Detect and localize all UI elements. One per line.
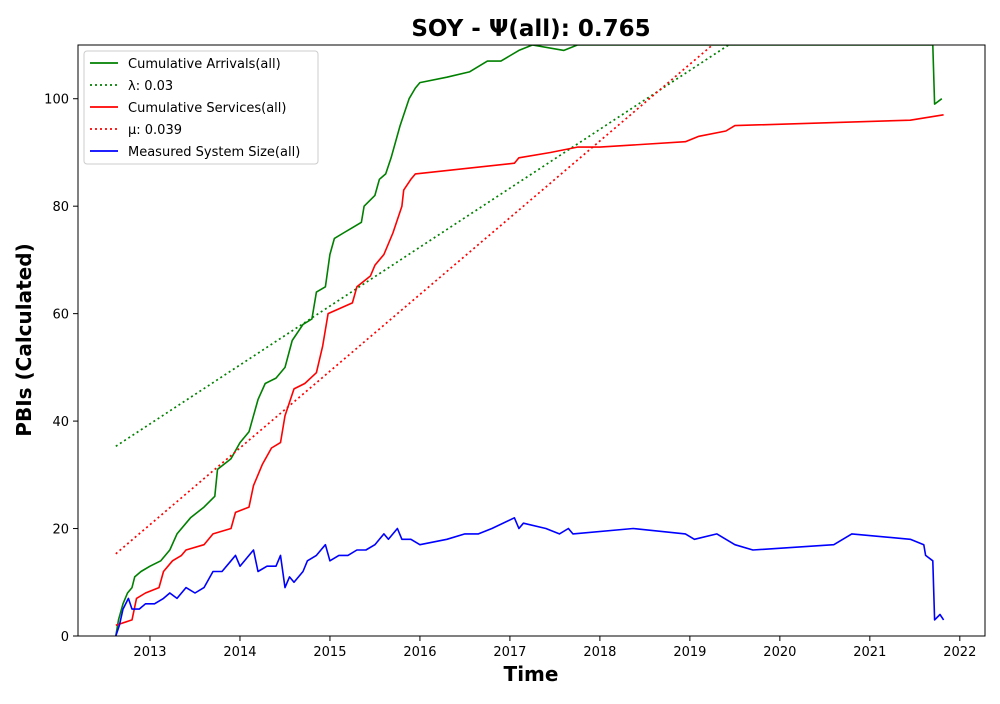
plot-frame [77,44,986,637]
x-tick-label: 2018 [583,645,616,660]
y-tick-label: 20 [52,523,69,538]
legend-label: μ: 0.039 [128,123,182,138]
series-line-0-03 [115,45,730,448]
y-tick-label: 80 [52,200,69,215]
legend-label: Cumulative Arrivals(all) [128,57,281,72]
y-axis: 0 20 40 60 80 100 [44,93,78,645]
legend-label: Measured System Size(all) [128,145,300,160]
x-tick-label: 2020 [763,645,796,660]
y-axis-label: PBIs (Calculated) [12,243,36,436]
series-line-0-039 [115,45,713,555]
x-tick-label: 2013 [133,645,166,660]
series-line-cumulative-arrivals-all [115,45,943,636]
y-tick-label: 0 [61,630,69,645]
x-tick-label: 2021 [853,645,886,660]
legend: Cumulative Arrivals(all) λ: 0.03 Cumulativ… [83,50,319,165]
x-tick-label: 2015 [313,645,346,660]
chart-title: SOY - Ψ(all): 0.765 [411,16,650,42]
x-tick-label: 2017 [493,645,526,660]
y-tick-label: 60 [52,308,69,323]
series-line-cumulative-services-all [115,114,944,627]
x-axis-label: Time [504,662,559,686]
series-line-measured-system-size-all [115,517,945,636]
y-tick-label: 100 [44,93,69,108]
y-tick-label: 40 [52,415,69,430]
x-tick-label: 2022 [943,645,976,660]
x-tick-label: 2016 [403,645,436,660]
series-layer [115,45,945,636]
x-axis: 2013 2014 2015 2016 2017 2018 2019 2020 2021 2022 [133,636,976,660]
x-tick-label: 2019 [673,645,706,660]
legend-box [83,50,319,165]
legend-label: λ: 0.03 [128,79,173,94]
legend-label: Cumulative Services(all) [128,101,286,116]
x-tick-label: 2014 [223,645,256,660]
